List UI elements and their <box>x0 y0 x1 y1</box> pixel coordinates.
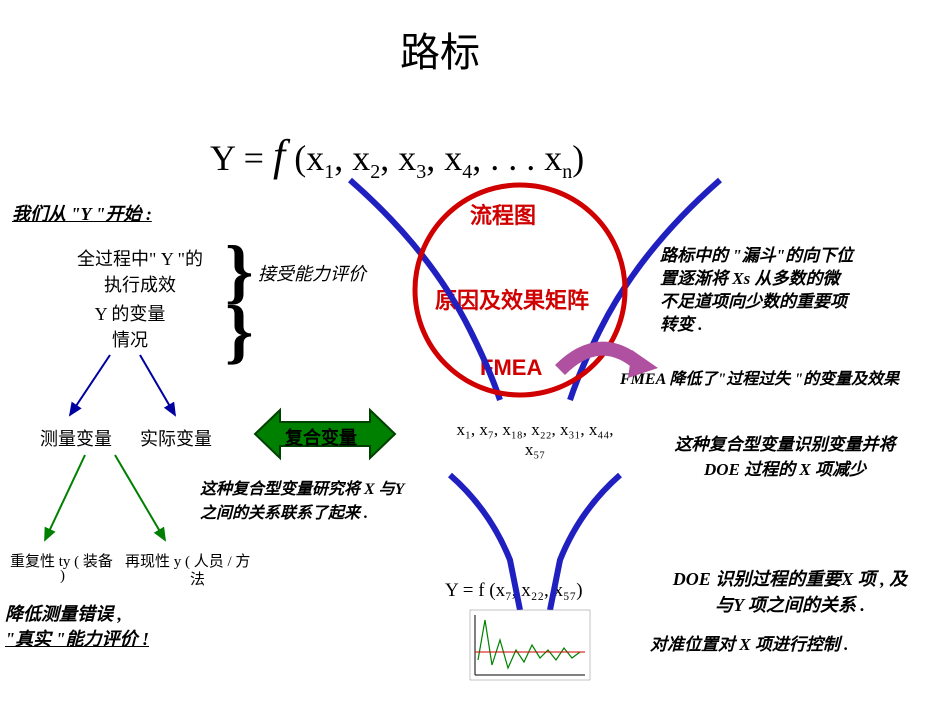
green-arrow-2 <box>115 455 165 540</box>
reprod-a: 再现性 y ( 人员 / 方 <box>125 554 250 570</box>
yvar-b: 情况 <box>70 326 190 352</box>
yvar-line: Y 的变量 情况 <box>70 300 190 352</box>
doe1: DOE 识别过程的重要X 项 , 及 <box>640 565 940 591</box>
repeat-b: ) <box>60 568 65 585</box>
reduce-1: 降低测量错误 , <box>5 600 122 626</box>
flowchart-label: 流程图 <box>470 198 536 230</box>
eq-s4: 4 <box>462 161 472 183</box>
cr1: 这种复合型变量识别变量并将 <box>640 430 930 455</box>
funnel-note: 路标中的 "漏斗"的向下位 置逐渐将 Xs 从多数的微 不足道项向少数的重要项 … <box>660 245 853 337</box>
fmea-label: FMEA <box>480 355 542 381</box>
cn1: 这种复合型变量研究将 X 与Y <box>200 475 404 499</box>
capability-label: 接受能力评价 <box>258 260 366 286</box>
eq-s2: 2 <box>370 161 380 183</box>
reduce-2: "真实 "能力评价 ! <box>5 625 149 651</box>
exec-line1: 全过程中" Y "的 执行成效 <box>50 245 230 297</box>
fn2: 置逐渐将 Xs 从多数的微 <box>660 268 853 291</box>
fmea-note: FMEA 降低了"过程过失 "的变量及效果 <box>620 365 899 389</box>
xl1: x₁, x₇, x₁₈, x₂₂, x₃₁, x₄₄, <box>435 420 635 440</box>
blue-arrow-2 <box>140 355 175 415</box>
composite-label: 复合变量 <box>285 424 357 450</box>
eq-sn: n <box>562 161 572 183</box>
eq-f: f <box>273 131 285 180</box>
fn1: 路标中的 "漏斗"的向下位 <box>660 245 853 268</box>
eq-m2: , x <box>380 138 416 178</box>
eq2: Y = f (x₇, x₂₂, x₅₇) <box>445 580 583 602</box>
real-var: 实际变量 <box>140 425 212 451</box>
eq-m1: , x <box>334 138 370 178</box>
reprod-b: 法 <box>190 568 205 589</box>
doe2: 与Y 项之间的关系 . <box>640 591 940 617</box>
page-title: 路标 <box>400 20 480 78</box>
mini-chart <box>470 610 590 680</box>
reprod-label: 再现性 y ( 人员 / 方 <box>125 550 250 571</box>
eq-s3: 3 <box>416 161 426 183</box>
composite-note: 这种复合型变量研究将 X 与Y 之间的关系联系了起来 . <box>200 475 404 523</box>
eq-y: Y = <box>210 138 273 178</box>
brace-2: } <box>225 290 253 373</box>
align-note: 对准位置对 X 项进行控制 . <box>650 630 848 655</box>
fn3: 不足道项向少数的重要项 <box>660 291 853 314</box>
xlist: x₁, x₇, x₁₈, x₂₂, x₃₁, x₄₄, x₅₇ <box>435 420 635 460</box>
cr2: DOE 过程的 X 项减少 <box>640 455 930 480</box>
equation-main: Y = f (x1, x2, x3, x4, . . . xn) <box>210 130 584 184</box>
green-arrow-1 <box>45 455 85 540</box>
eq-s1: 1 <box>324 161 334 183</box>
eq-ell: , . . . x <box>472 138 562 178</box>
cn2: 之间的关系联系了起来 . <box>200 499 404 523</box>
composite-right: 这种复合型变量识别变量并将 DOE 过程的 X 项减少 <box>640 430 930 480</box>
cause-label: 原因及效果矩阵 <box>435 283 589 315</box>
eq-m3: , x <box>426 138 462 178</box>
start-label: 我们从 "Y "开始 : <box>12 200 152 226</box>
blue-arrow-1 <box>70 355 110 415</box>
meas-var: 测量变量 <box>40 425 112 451</box>
xl2: x₅₇ <box>435 440 635 460</box>
exec-a: 全过程中" Y "的 <box>50 245 230 271</box>
doe-note: DOE 识别过程的重要X 项 , 及 与Y 项之间的关系 . <box>640 565 940 617</box>
fn4: 转变 . <box>660 314 853 337</box>
exec-b: 执行成效 <box>50 271 230 297</box>
eq-open: (x <box>285 138 324 178</box>
yvar-a: Y 的变量 <box>70 300 190 326</box>
eq-close: ) <box>572 138 584 178</box>
